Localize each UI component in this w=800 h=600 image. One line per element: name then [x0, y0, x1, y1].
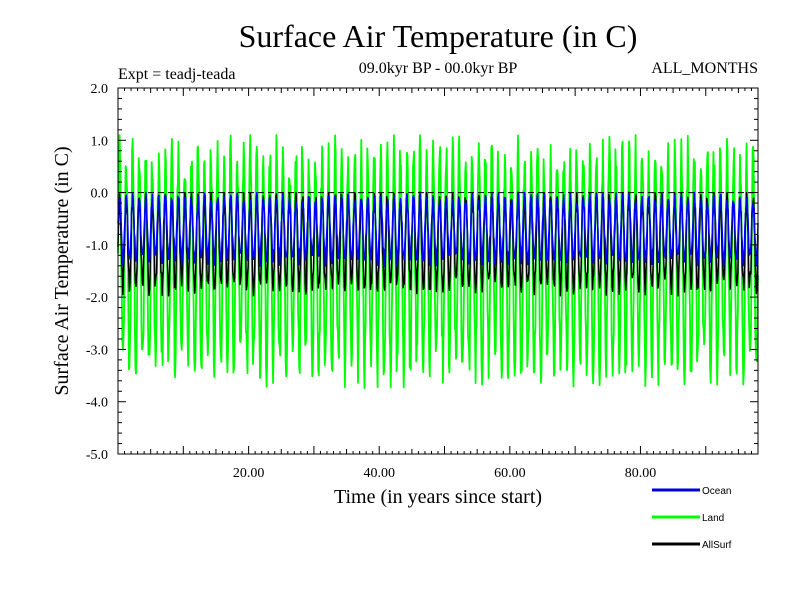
y-tick-label: -3.0 — [86, 343, 108, 358]
x-tick-label: 80.00 — [625, 466, 657, 481]
x-axis-label: Time (in years since start) — [334, 486, 542, 508]
y-axis-label: Surface Air Temperature (in C) — [51, 146, 73, 395]
y-tick-label: -4.0 — [86, 396, 108, 411]
x-tick-label: 40.00 — [363, 466, 395, 481]
experiment-label: Expt = teadj-teada — [118, 66, 235, 83]
y-tick-label: 2.0 — [91, 82, 109, 97]
time-range-label: 09.0kyr BP - 00.0kyr BP — [359, 60, 518, 77]
months-label: ALL_MONTHS — [651, 60, 758, 77]
legend-label-ocean: Ocean — [702, 486, 731, 497]
y-tick-label: -5.0 — [86, 448, 108, 463]
legend-label-allsurf: AllSurf — [702, 540, 732, 551]
axes: 20.00 40.00 60.00 80.00 2.0 1.0 0.0 -1.0 -2.0 -3.… — [86, 82, 758, 481]
series-ocean — [117, 191, 759, 267]
y-tick-label: -1.0 — [86, 239, 108, 254]
legend: Ocean Land AllSurf — [652, 486, 732, 551]
y-tick-label: 1.0 — [91, 134, 109, 149]
x-tick-label: 20.00 — [233, 466, 265, 481]
chart-title: Surface Air Temperature (in C) — [239, 18, 638, 54]
legend-label-land: Land — [702, 513, 724, 524]
y-tick-label: 0.0 — [91, 187, 109, 202]
x-tick-label: 60.00 — [494, 466, 526, 481]
y-tick-label: -2.0 — [86, 291, 108, 306]
plot-area — [117, 134, 759, 390]
series-land — [117, 134, 759, 390]
